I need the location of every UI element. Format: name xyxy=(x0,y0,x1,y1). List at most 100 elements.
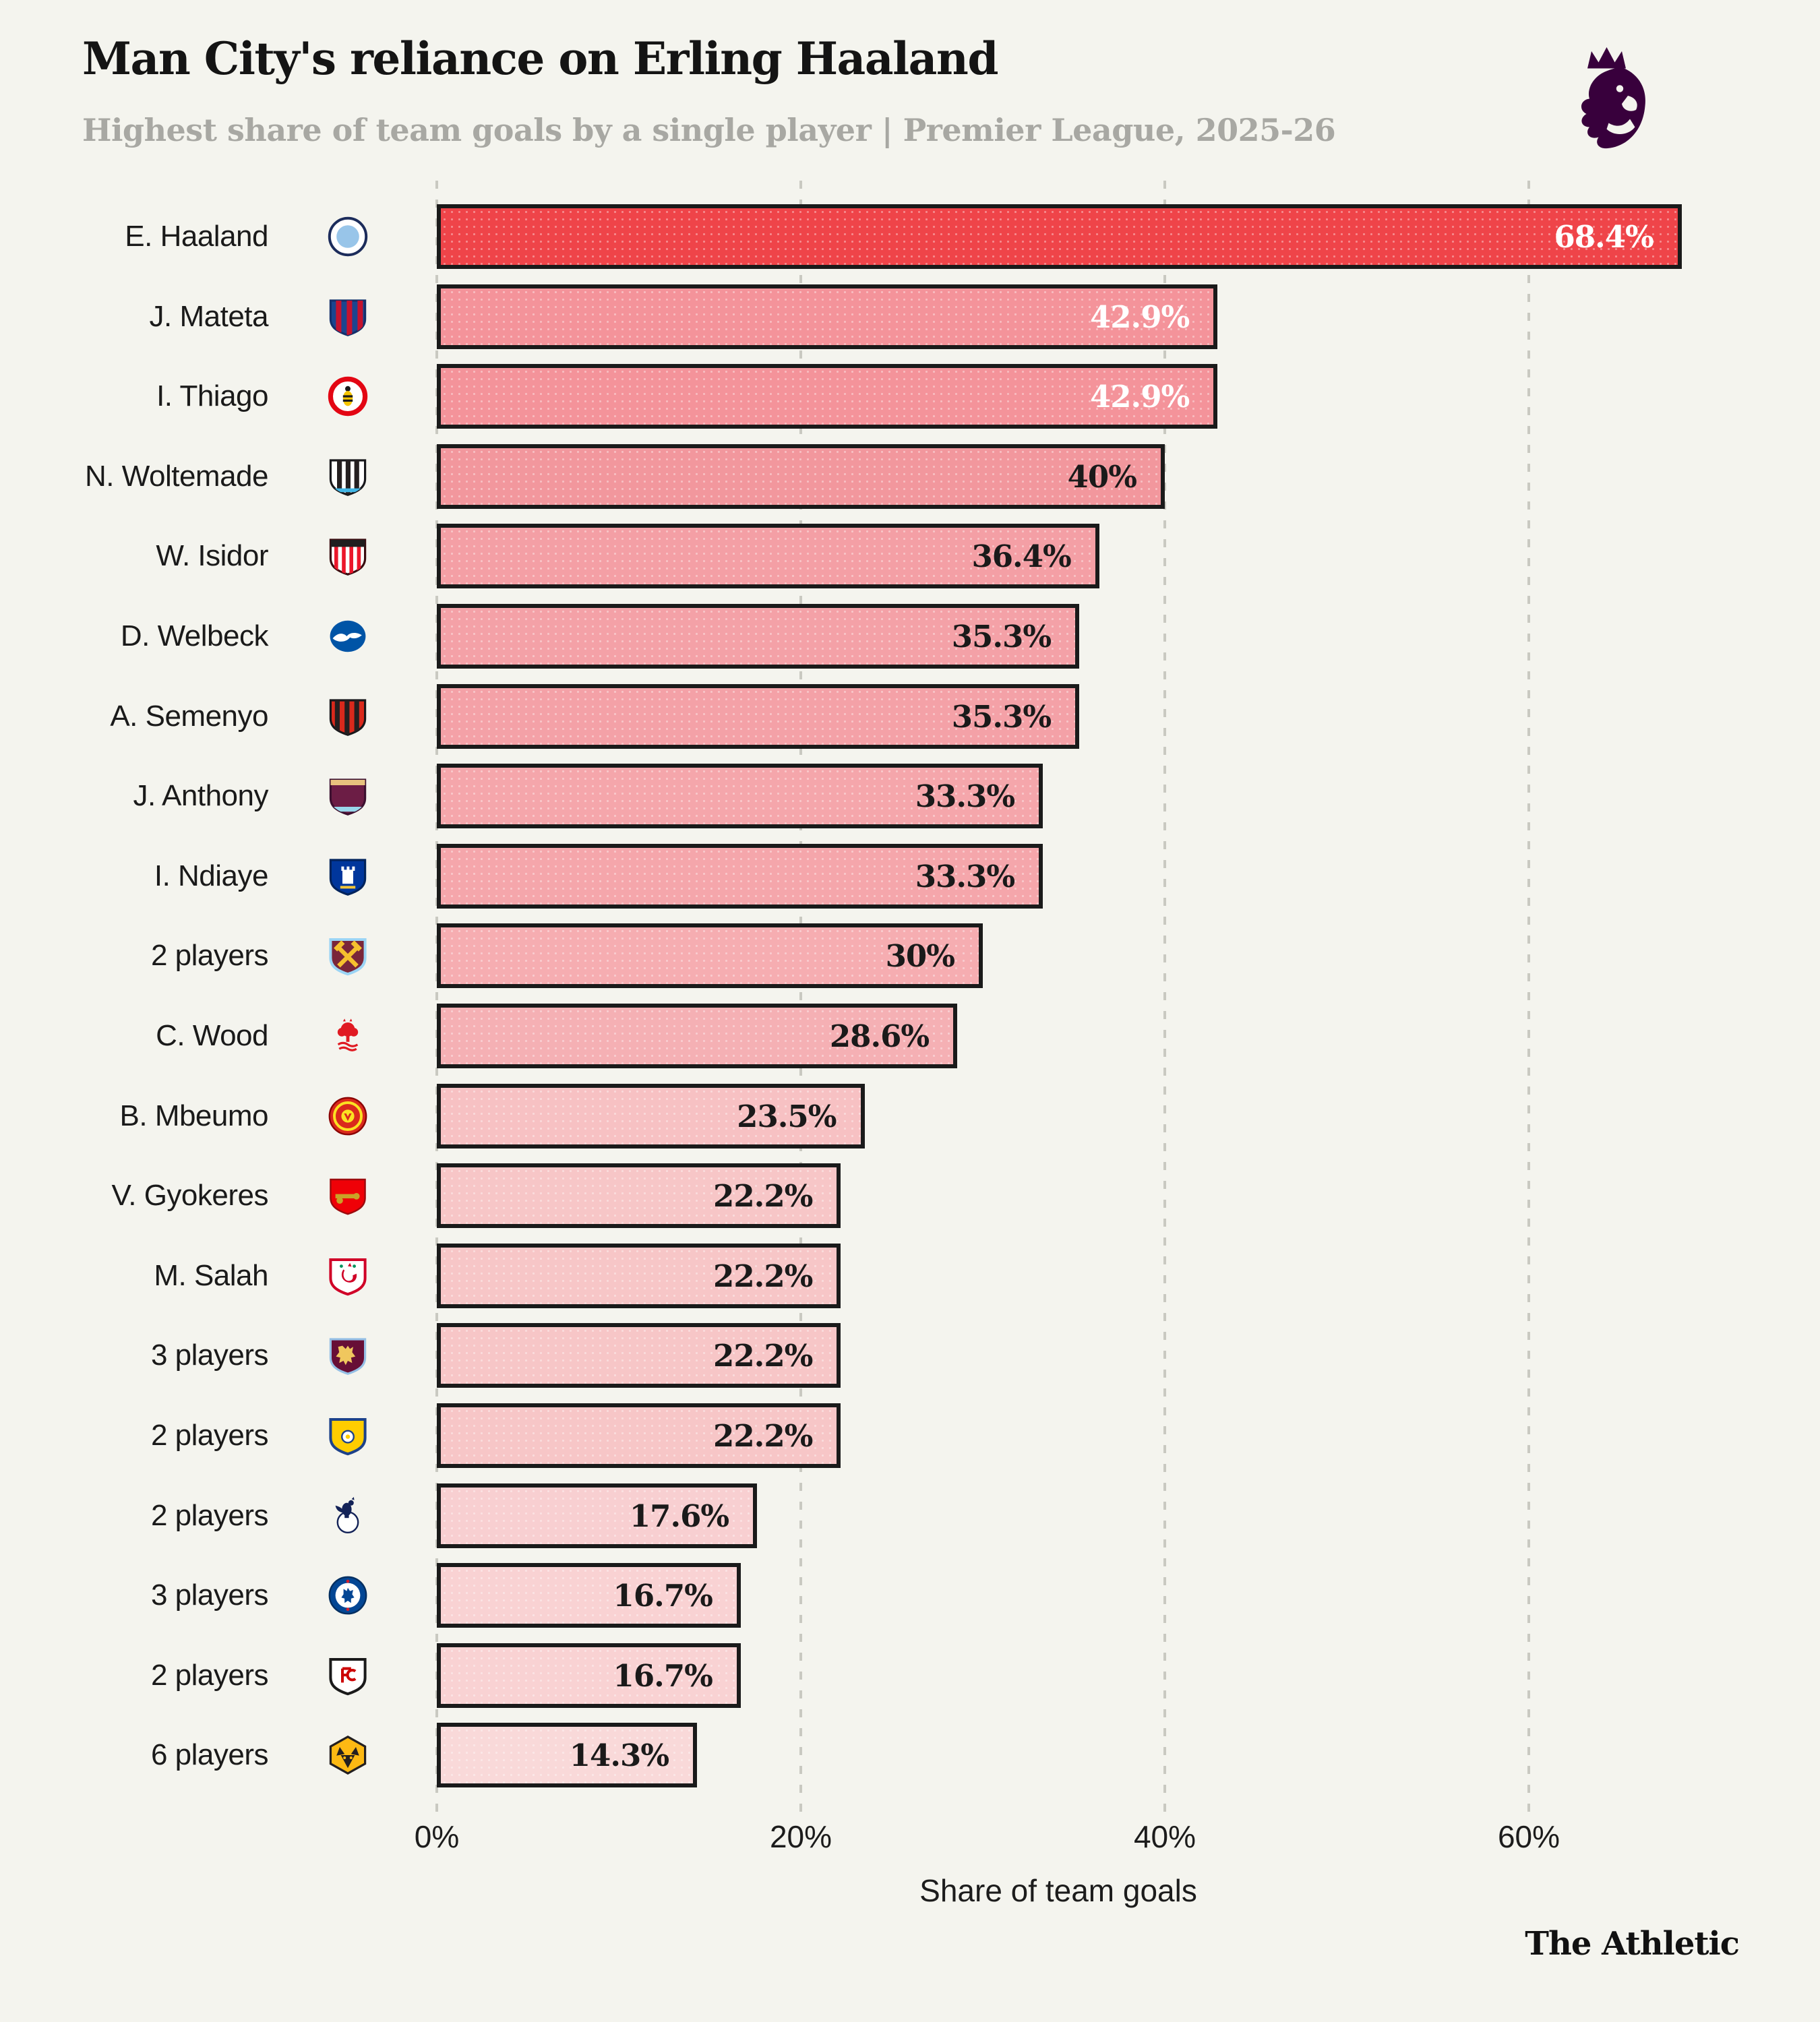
chart-row: C. Wood 28.6% xyxy=(0,1004,1820,1068)
bar-value-label: 33.3% xyxy=(915,778,1015,814)
bar-value-label: 30% xyxy=(885,938,955,974)
chelsea-crest-icon xyxy=(326,1574,369,1617)
bar: 23.5% xyxy=(437,1084,865,1148)
bar: 42.9% xyxy=(437,364,1218,429)
gridline-40% xyxy=(1163,181,1166,1813)
chart-row: A. Semenyo 35.3% xyxy=(0,684,1820,749)
player-label: B. Mbeumo xyxy=(119,1099,269,1132)
player-label: 2 players xyxy=(150,1659,269,1692)
bar: 68.4% xyxy=(437,204,1682,269)
bar: 14.3% xyxy=(437,1723,698,1787)
gridline-0% xyxy=(435,181,438,1813)
wolves-crest-icon xyxy=(326,1734,369,1777)
player-label: D. Welbeck xyxy=(120,619,269,652)
bar: 17.6% xyxy=(437,1483,758,1548)
player-label: W. Isidor xyxy=(156,539,268,572)
chart-row: E. Haaland 68.4% xyxy=(0,204,1820,269)
chart-row: 3 players 22.2% xyxy=(0,1323,1820,1388)
chart-row: B. Mbeumo 23.5% xyxy=(0,1084,1820,1148)
bar-value-label: 42.9% xyxy=(1089,299,1190,335)
player-label: 3 players xyxy=(150,1579,269,1612)
bar-value-label: 17.6% xyxy=(629,1498,729,1534)
gridline-60% xyxy=(1527,181,1530,1813)
chart-row: 2 players 17.6% xyxy=(0,1483,1820,1548)
bar: 22.2% xyxy=(437,1163,841,1228)
tottenham-crest-icon xyxy=(326,1494,369,1537)
player-label: 2 players xyxy=(150,1419,269,1452)
player-label: J. Mateta xyxy=(149,300,269,333)
chart-row: D. Welbeck 35.3% xyxy=(0,604,1820,669)
forest-crest-icon xyxy=(326,1014,369,1058)
fulham-crest-icon xyxy=(326,1654,369,1697)
page-title: Man City's reliance on Erling Haaland xyxy=(82,32,999,85)
bar: 35.3% xyxy=(437,684,1080,749)
bar-value-label: 35.3% xyxy=(951,618,1052,654)
player-label: 6 players xyxy=(150,1738,269,1771)
chart-row: W. Isidor 36.4% xyxy=(0,524,1820,588)
bar-value-label: 35.3% xyxy=(951,698,1052,735)
bar: 33.3% xyxy=(437,844,1043,909)
bar: 22.2% xyxy=(437,1403,841,1468)
chart-row: 6 players 14.3% xyxy=(0,1723,1820,1787)
newcastle-crest-icon xyxy=(326,455,369,498)
bar: 16.7% xyxy=(437,1643,741,1708)
bar: 40% xyxy=(437,444,1165,509)
player-label: A. Semenyo xyxy=(110,700,268,733)
bournemouth-crest-icon xyxy=(326,695,369,738)
x-axis-label: Share of team goals xyxy=(919,1873,1197,1908)
bar-value-label: 16.7% xyxy=(613,1657,713,1694)
the-athletic-wordmark: The Athletic xyxy=(1525,1925,1740,1963)
x-tick-60%: 60% xyxy=(1497,1819,1560,1854)
bar: 22.2% xyxy=(437,1244,841,1308)
chart-row: I. Ndiaye 33.3% xyxy=(0,844,1820,909)
bar-value-label: 22.2% xyxy=(713,1337,813,1374)
bar: 33.3% xyxy=(437,764,1043,828)
chart-row: N. Woltemade 40% xyxy=(0,444,1820,509)
chart-row: J. Mateta 42.9% xyxy=(0,284,1820,349)
chart-row: 2 players 30% xyxy=(0,923,1820,988)
bar-value-label: 22.2% xyxy=(713,1258,813,1294)
chart-subtitle: Highest share of team goals by a single … xyxy=(82,112,1336,148)
arsenal-crest-icon xyxy=(326,1174,369,1217)
bar-value-label: 16.7% xyxy=(613,1577,713,1614)
bar: 42.9% xyxy=(437,284,1218,349)
player-label: N. Woltemade xyxy=(85,460,268,493)
bar: 35.3% xyxy=(437,604,1080,669)
bar: 28.6% xyxy=(437,1004,958,1068)
bar: 36.4% xyxy=(437,524,1099,588)
chart-row: V. Gyokeres 22.2% xyxy=(0,1163,1820,1228)
brentford-crest-icon xyxy=(326,375,369,418)
player-label: I. Thiago xyxy=(156,379,268,412)
bar-value-label: 68.4% xyxy=(1554,218,1654,255)
chart-row: I. Thiago 42.9% xyxy=(0,364,1820,429)
bar-value-label: 14.3% xyxy=(569,1737,669,1773)
player-label: V. Gyokeres xyxy=(111,1179,268,1212)
burnley-crest-icon xyxy=(326,774,369,818)
bar-value-label: 42.9% xyxy=(1089,378,1190,415)
premier-league-lion-logo xyxy=(1581,47,1645,149)
brighton-crest-icon xyxy=(326,615,369,658)
chart-row: J. Anthony 33.3% xyxy=(0,764,1820,828)
bar-value-label: 36.4% xyxy=(971,538,1071,574)
chart-row: 2 players 22.2% xyxy=(0,1403,1820,1468)
x-tick-0%: 0% xyxy=(414,1819,460,1854)
sunderland-crest-icon xyxy=(326,534,369,578)
bar-value-label: 23.5% xyxy=(737,1098,837,1134)
bar: 22.2% xyxy=(437,1323,841,1388)
aston-villa-crest-icon xyxy=(326,1334,369,1377)
x-tick-40%: 40% xyxy=(1133,1819,1196,1854)
bar: 16.7% xyxy=(437,1563,741,1628)
man-utd-crest-icon xyxy=(326,1095,369,1138)
liverpool-crest-icon xyxy=(326,1254,369,1297)
bar-value-label: 22.2% xyxy=(713,1417,813,1454)
player-label: M. Salah xyxy=(154,1259,268,1292)
bar: 30% xyxy=(437,923,983,988)
player-label: I. Ndiaye xyxy=(154,859,269,892)
player-label: E. Haaland xyxy=(125,220,268,253)
leeds-crest-icon xyxy=(326,1414,369,1457)
west-ham-crest-icon xyxy=(326,934,369,977)
chart-row: M. Salah 22.2% xyxy=(0,1244,1820,1308)
bar-value-label: 22.2% xyxy=(713,1177,813,1214)
